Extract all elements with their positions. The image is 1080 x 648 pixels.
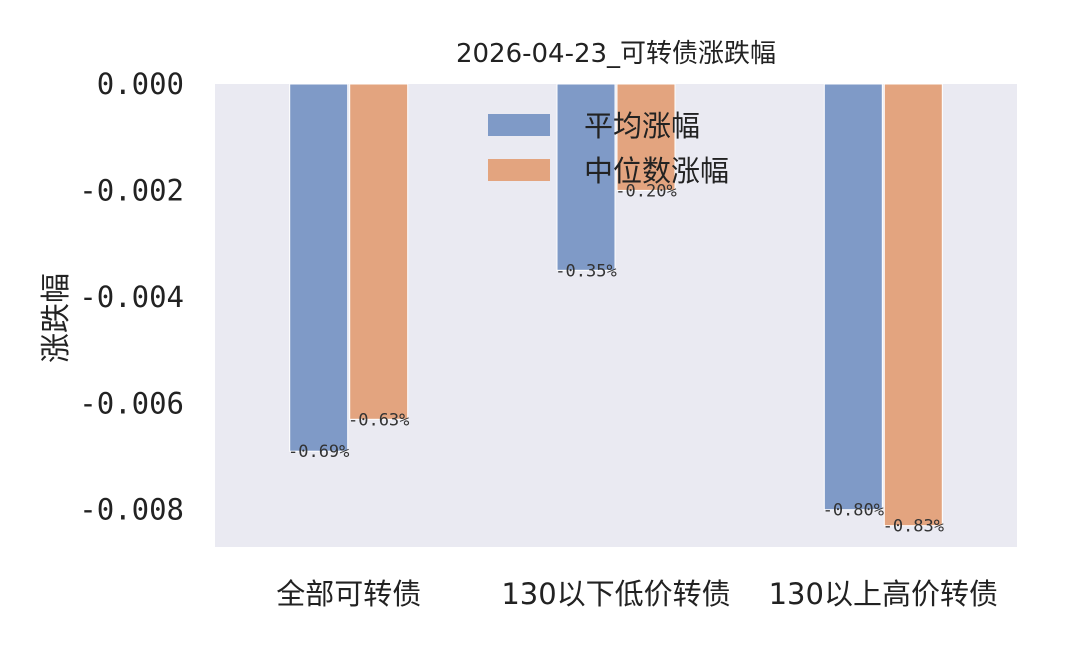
y-axis-label: 涨跌幅 [39, 273, 74, 363]
chart-title: 2026-04-23_可转债涨跌幅 [456, 39, 776, 69]
x-tick-label-1: 130以下低价转债 [501, 577, 730, 611]
y-tick-label-2: -0.004 [79, 280, 184, 314]
bar-mean-1 [556, 83, 616, 271]
bar-median-2 [883, 83, 943, 527]
legend-swatch-1 [488, 159, 550, 181]
data-label-mean-2: -0.80% [823, 501, 884, 521]
legend-label-0: 平均涨幅 [584, 109, 700, 143]
data-label-median-1: -0.20% [615, 181, 676, 201]
legend-label-1: 中位数涨幅 [584, 154, 729, 188]
bar-mean-0 [289, 83, 349, 452]
data-label-mean-0: -0.69% [288, 442, 349, 462]
x-axis-ticks: 全部可转债 130以下低价转债 130以上高价转债 [276, 577, 998, 611]
plot-background [215, 84, 1017, 547]
data-label-mean-1: -0.35% [555, 261, 616, 281]
legend-swatch-0 [488, 114, 550, 136]
bar-median-1 [616, 83, 676, 191]
data-label-median-2: -0.83% [883, 517, 944, 537]
y-tick-label-3: -0.006 [79, 386, 184, 420]
data-labels-layer: -0.69% -0.63% -0.35% -0.20% -0.80%-0.83% [288, 181, 944, 536]
data-label-median-0: -0.63% [348, 410, 409, 430]
y-tick-label-4: -0.008 [79, 493, 184, 527]
bar-median-0 [349, 83, 409, 420]
y-axis-ticks: 0.000 -0.002 -0.004 -0.006 -0.008 [79, 67, 184, 527]
bars-layer [289, 83, 943, 527]
y-tick-label-0: 0.000 [97, 67, 184, 101]
y-tick-label-1: -0.002 [79, 173, 184, 207]
x-tick-label-0: 全部可转债 [276, 577, 421, 611]
x-tick-label-2: 130以上高价转债 [769, 577, 998, 611]
bar-mean-2 [823, 83, 883, 511]
